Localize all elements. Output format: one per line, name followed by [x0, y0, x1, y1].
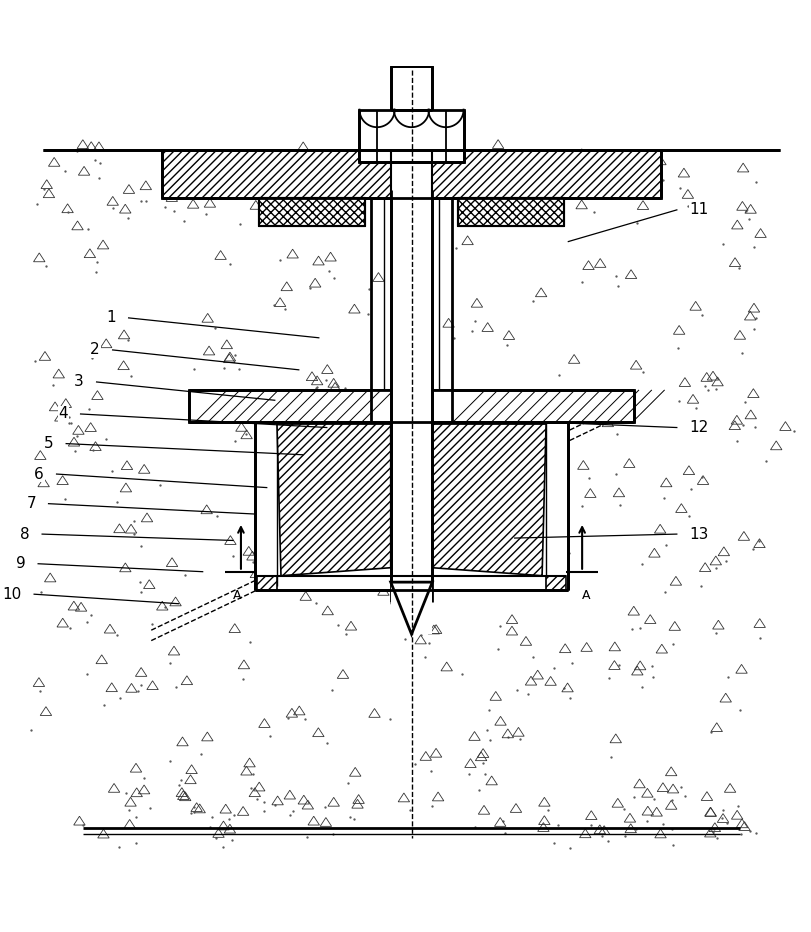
Polygon shape — [277, 423, 390, 576]
Bar — [359, 110, 463, 161]
Polygon shape — [546, 576, 565, 590]
Polygon shape — [390, 582, 431, 634]
Text: 6: 6 — [34, 467, 44, 482]
Bar — [390, 198, 431, 602]
Text: 3: 3 — [74, 375, 84, 390]
Text: 7: 7 — [26, 496, 36, 511]
Text: 8: 8 — [19, 527, 29, 541]
Bar — [255, 422, 567, 590]
Text: 12: 12 — [689, 420, 708, 435]
Text: 2: 2 — [90, 342, 100, 357]
Text: A: A — [581, 589, 590, 602]
Bar — [259, 198, 365, 226]
Bar — [161, 150, 661, 198]
Polygon shape — [256, 576, 277, 590]
Text: 10: 10 — [2, 586, 21, 602]
Bar — [384, 198, 438, 418]
Text: 9: 9 — [15, 556, 25, 571]
Text: 1: 1 — [106, 310, 116, 325]
Bar — [457, 198, 563, 226]
Text: 11: 11 — [689, 202, 708, 217]
Text: 4: 4 — [58, 406, 68, 421]
Text: 5: 5 — [44, 436, 54, 451]
Text: A: A — [233, 589, 241, 602]
Bar — [189, 390, 633, 422]
Text: 13: 13 — [689, 527, 708, 541]
Bar — [371, 390, 451, 422]
Bar — [390, 150, 431, 198]
Bar — [390, 65, 431, 110]
Bar — [390, 582, 431, 634]
Polygon shape — [431, 423, 546, 576]
